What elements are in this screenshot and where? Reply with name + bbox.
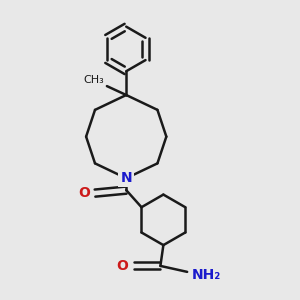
Text: O: O [116,259,128,273]
Text: O: O [78,186,90,200]
Text: CH₃: CH₃ [83,75,104,85]
Text: NH₂: NH₂ [192,268,221,282]
Text: N: N [120,171,132,185]
